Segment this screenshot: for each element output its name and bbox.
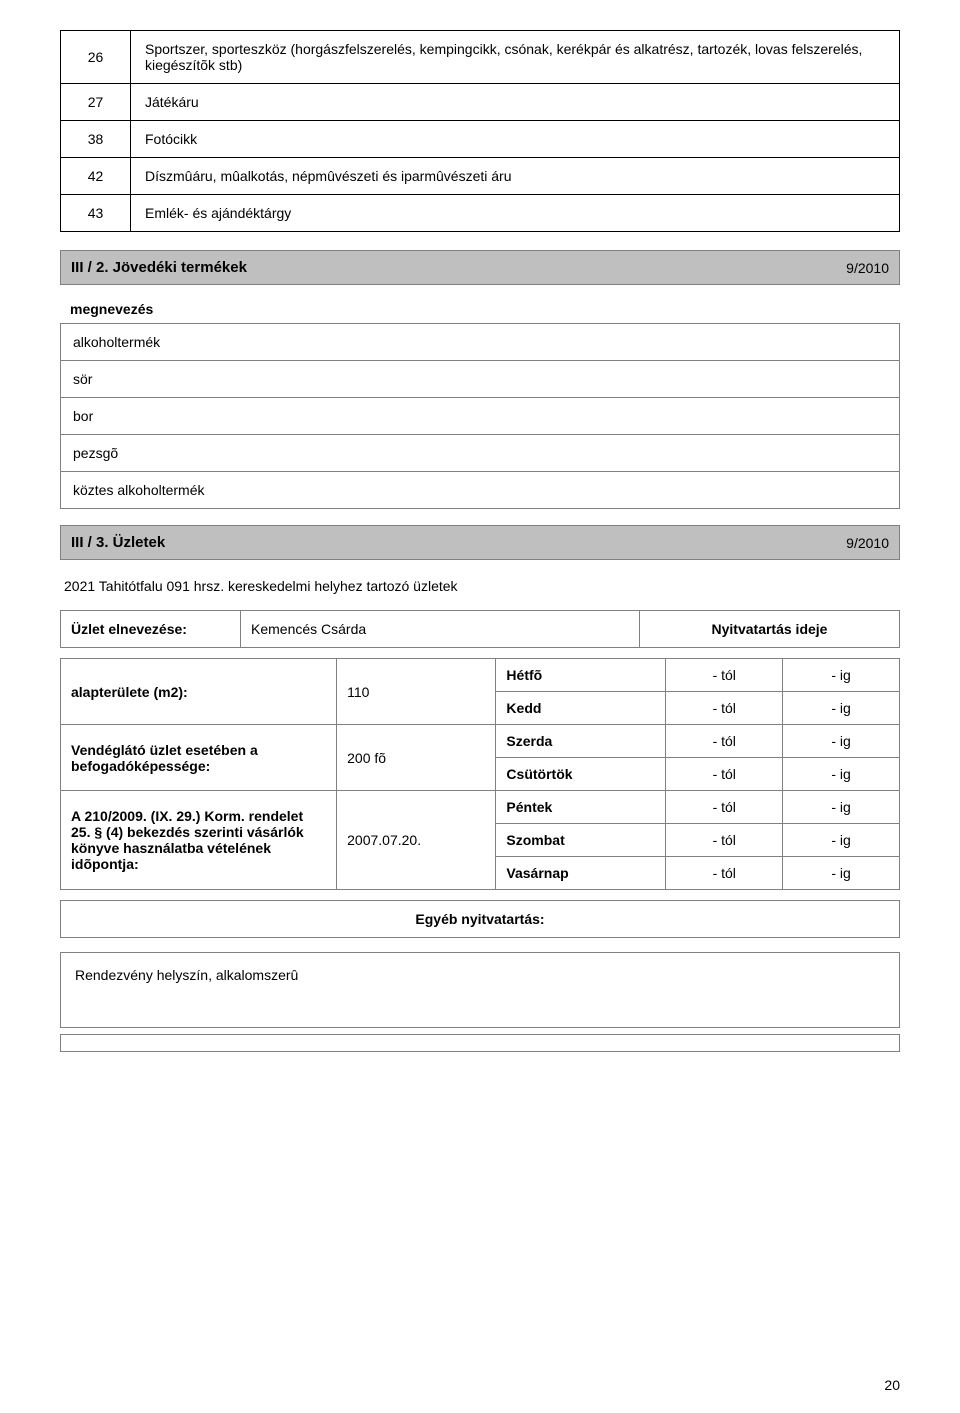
table-row: 43 Emlék- és ajándéktárgy bbox=[61, 195, 900, 232]
page-number: 20 bbox=[884, 1377, 900, 1393]
registration-label: A 210/2009. (IX. 29.) Korm. rendelet 25.… bbox=[61, 791, 337, 890]
section-2-date: 9/2010 bbox=[800, 251, 900, 285]
excise-list: alkoholtermék sör bor pezsgõ köztes alko… bbox=[60, 323, 900, 509]
day-label: Szerda bbox=[496, 725, 666, 758]
table-row: 42 Díszmûáru, mûalkotás, népmûvészeti és… bbox=[61, 158, 900, 195]
day-label: Hétfõ bbox=[496, 659, 666, 692]
day-label: Péntek bbox=[496, 791, 666, 824]
list-text: pezsgõ bbox=[61, 435, 900, 472]
table-row: 38 Fotócikk bbox=[61, 121, 900, 158]
goods-categories-table: 26 Sportszer, sporteszköz (horgászfelsze… bbox=[60, 30, 900, 232]
shop-name-value: Kemencés Csárda bbox=[241, 611, 640, 648]
day-to: - ig bbox=[783, 791, 900, 824]
section-3-subtitle: 2021 Tahitótfalu 091 hrsz. kereskedelmi … bbox=[60, 570, 900, 600]
area-label: alapterülete (m2): bbox=[61, 659, 337, 725]
list-item: köztes alkoholtermék bbox=[61, 472, 900, 509]
row-text: Fotócikk bbox=[131, 121, 900, 158]
capacity-label: Vendéglátó üzlet esetében a befogadóképe… bbox=[61, 725, 337, 791]
row-text: Díszmûáru, mûalkotás, népmûvészeti és ip… bbox=[131, 158, 900, 195]
day-from: - tól bbox=[666, 791, 783, 824]
row-num: 26 bbox=[61, 31, 131, 84]
section-3-subtitle-row: 2021 Tahitótfalu 091 hrsz. kereskedelmi … bbox=[60, 570, 900, 600]
day-from: - tól bbox=[666, 659, 783, 692]
shop-details-table: alapterülete (m2): 110 Hétfõ - tól - ig … bbox=[60, 658, 900, 890]
day-label: Csütörtök bbox=[496, 758, 666, 791]
day-to: - ig bbox=[783, 659, 900, 692]
section-2-header: III / 2. Jövedéki termékek 9/2010 bbox=[60, 250, 900, 285]
list-item: bor bbox=[61, 398, 900, 435]
list-item: sör bbox=[61, 361, 900, 398]
row-num: 27 bbox=[61, 84, 131, 121]
row-num: 42 bbox=[61, 158, 131, 195]
section-3-date: 9/2010 bbox=[800, 526, 900, 560]
day-from: - tól bbox=[666, 758, 783, 791]
event-note: Rendezvény helyszín, alkalomszerû bbox=[60, 952, 900, 1028]
day-label: Vasárnap bbox=[496, 857, 666, 890]
day-from: - tól bbox=[666, 725, 783, 758]
row-num: 38 bbox=[61, 121, 131, 158]
list-text: alkoholtermék bbox=[61, 324, 900, 361]
other-hours-label: Egyéb nyitvatartás: bbox=[60, 900, 900, 938]
shop-name-row: Üzlet elnevezése: Kemencés Csárda Nyitva… bbox=[60, 610, 900, 648]
list-item: alkoholtermék bbox=[61, 324, 900, 361]
day-to: - ig bbox=[783, 725, 900, 758]
day-from: - tól bbox=[666, 857, 783, 890]
row-num: 43 bbox=[61, 195, 131, 232]
registration-value: 2007.07.20. bbox=[337, 791, 496, 890]
day-from: - tól bbox=[666, 692, 783, 725]
day-from: - tól bbox=[666, 824, 783, 857]
capacity-value: 200 fõ bbox=[337, 725, 496, 791]
day-to: - ig bbox=[783, 857, 900, 890]
table-row: 26 Sportszer, sporteszköz (horgászfelsze… bbox=[61, 31, 900, 84]
day-to: - ig bbox=[783, 824, 900, 857]
list-text: sör bbox=[61, 361, 900, 398]
list-text: köztes alkoholtermék bbox=[61, 472, 900, 509]
shop-name-label: Üzlet elnevezése: bbox=[61, 611, 241, 648]
day-label: Kedd bbox=[496, 692, 666, 725]
day-to: - ig bbox=[783, 758, 900, 791]
empty-box bbox=[60, 1034, 900, 1052]
area-value: 110 bbox=[337, 659, 496, 725]
section-3-header: III / 3. Üzletek 9/2010 bbox=[60, 525, 900, 560]
section-2-title: III / 2. Jövedéki termékek bbox=[61, 251, 800, 285]
row-text: Játékáru bbox=[131, 84, 900, 121]
row-text: Emlék- és ajándéktárgy bbox=[131, 195, 900, 232]
list-item: pezsgõ bbox=[61, 435, 900, 472]
section-3-title: III / 3. Üzletek bbox=[61, 526, 800, 560]
list-text: bor bbox=[61, 398, 900, 435]
section-2-subhead: megnevezés bbox=[60, 295, 900, 323]
table-row: 27 Játékáru bbox=[61, 84, 900, 121]
day-label: Szombat bbox=[496, 824, 666, 857]
hours-label: Nyitvatartás ideje bbox=[640, 611, 900, 648]
day-to: - ig bbox=[783, 692, 900, 725]
row-text: Sportszer, sporteszköz (horgászfelszerel… bbox=[131, 31, 900, 84]
